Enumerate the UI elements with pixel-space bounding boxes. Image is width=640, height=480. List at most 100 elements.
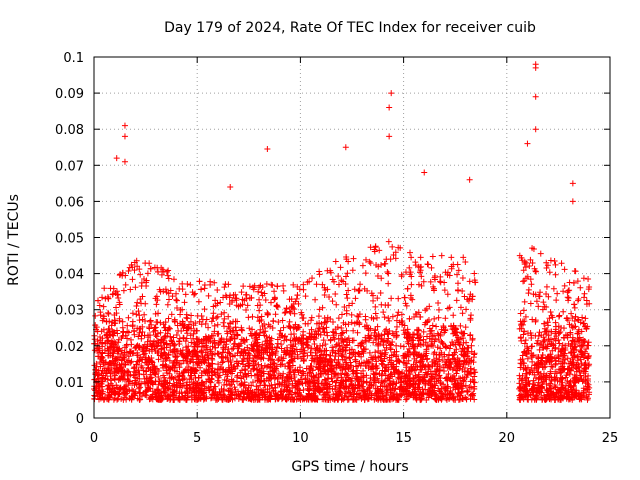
data-point — [332, 370, 339, 377]
data-point — [389, 243, 396, 250]
data-point — [134, 263, 141, 270]
data-point — [120, 287, 127, 294]
data-point — [294, 283, 301, 290]
data-point — [307, 334, 314, 341]
data-point — [214, 366, 221, 373]
data-point — [447, 394, 454, 401]
data-point — [279, 332, 286, 339]
data-point — [173, 290, 180, 297]
data-point — [337, 365, 344, 372]
data-point — [417, 342, 424, 349]
data-point — [428, 338, 435, 345]
data-point — [543, 374, 550, 381]
data-point — [308, 317, 315, 324]
data-point — [313, 320, 320, 327]
data-point — [559, 367, 566, 374]
data-point — [238, 336, 245, 343]
data-point — [293, 390, 300, 397]
data-point — [416, 359, 423, 366]
data-point — [321, 377, 328, 384]
data-point — [431, 274, 438, 281]
data-point — [374, 323, 381, 330]
data-point — [412, 363, 419, 370]
data-point — [297, 376, 304, 383]
data-point — [307, 394, 314, 401]
data-point — [201, 394, 208, 401]
data-point — [255, 347, 262, 354]
data-point — [380, 309, 387, 316]
data-point — [367, 260, 374, 267]
data-point — [455, 287, 462, 294]
data-point — [337, 370, 344, 377]
data-point — [165, 384, 172, 391]
data-point — [471, 277, 478, 284]
data-point — [337, 389, 344, 396]
data-point — [256, 307, 263, 314]
data-point — [398, 375, 405, 382]
data-point — [212, 344, 219, 351]
data-point — [149, 359, 156, 366]
data-point — [230, 345, 237, 352]
data-point — [111, 311, 118, 318]
data-point — [184, 393, 191, 400]
data-point — [452, 349, 459, 356]
data-point — [406, 345, 413, 352]
data-point — [347, 390, 354, 397]
data-point — [524, 355, 531, 362]
data-point — [427, 278, 434, 285]
data-point — [100, 372, 107, 379]
data-point — [271, 364, 278, 371]
data-point — [381, 368, 388, 375]
data-point — [315, 374, 322, 381]
data-point — [223, 328, 230, 335]
data-point — [262, 338, 269, 345]
data-point — [583, 393, 590, 400]
data-point — [319, 281, 326, 288]
data-point — [223, 377, 230, 384]
data-point — [541, 395, 548, 402]
data-point — [296, 381, 303, 388]
data-point — [157, 329, 164, 336]
data-point — [93, 345, 100, 352]
data-point — [110, 396, 117, 403]
data-point — [221, 386, 228, 393]
data-point — [457, 342, 464, 348]
data-point — [125, 314, 132, 321]
data-point — [155, 396, 162, 403]
data-point — [169, 349, 176, 356]
data-point — [365, 364, 372, 371]
data-point — [534, 382, 541, 389]
data-point — [330, 391, 337, 398]
data-point — [380, 396, 387, 403]
data-point — [471, 379, 478, 386]
data-point — [446, 345, 453, 352]
data-point — [195, 358, 202, 365]
data-point — [532, 291, 539, 298]
data-point — [352, 370, 359, 377]
data-point — [158, 271, 165, 278]
data-point — [129, 310, 136, 317]
data-point — [283, 382, 290, 389]
data-point — [339, 329, 346, 336]
data-point — [551, 394, 558, 401]
data-point — [132, 284, 139, 291]
data-point — [176, 338, 183, 345]
data-point — [384, 268, 391, 275]
data-point — [296, 387, 303, 394]
data-point — [449, 339, 456, 346]
data-point — [161, 344, 168, 351]
data-point — [458, 348, 465, 355]
data-point — [246, 395, 253, 402]
data-point — [349, 351, 356, 358]
data-point — [121, 349, 128, 356]
data-point — [368, 366, 375, 373]
data-point — [328, 375, 335, 382]
data-point — [568, 310, 575, 317]
data-point — [215, 350, 222, 357]
data-point — [138, 300, 145, 307]
data-point — [214, 396, 221, 403]
data-point — [577, 319, 584, 326]
data-point — [281, 309, 288, 316]
data-point — [381, 355, 388, 362]
data-point — [232, 386, 239, 393]
